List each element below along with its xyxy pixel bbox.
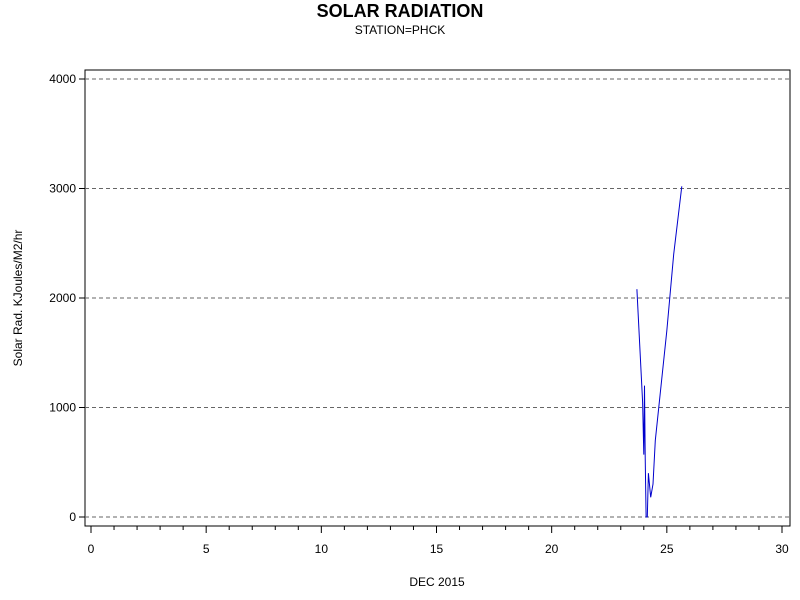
y-tick-label: 3000 [49,182,76,196]
x-tick-label: 20 [545,542,559,556]
y-tick-label: 4000 [49,72,76,86]
y-tick-label: 2000 [49,291,76,305]
chart-title: SOLAR RADIATION [316,1,484,21]
y-tick-label: 1000 [49,401,76,415]
x-tick-label: 5 [203,542,210,556]
grid-lines [85,78,790,518]
x-tick-label: 25 [660,542,674,556]
y-axis: 0 1000 2000 3000 4000 [49,72,85,524]
x-axis: 0 5 10 15 20 25 30 [88,526,789,556]
chart-subtitle: STATION=PHCK [354,23,446,37]
x-tick-label: 30 [775,542,789,556]
x-tick-label: 10 [315,542,329,556]
x-tick-label: 0 [88,542,95,556]
y-tick-label: 0 [69,510,76,524]
series-group [636,186,683,518]
x-axis-label: DEC 2015 [409,575,465,589]
y-axis-label: Solar Rad. KJoules/M2/hr [11,230,25,367]
series-line [636,186,683,518]
x-tick-label: 15 [430,542,444,556]
